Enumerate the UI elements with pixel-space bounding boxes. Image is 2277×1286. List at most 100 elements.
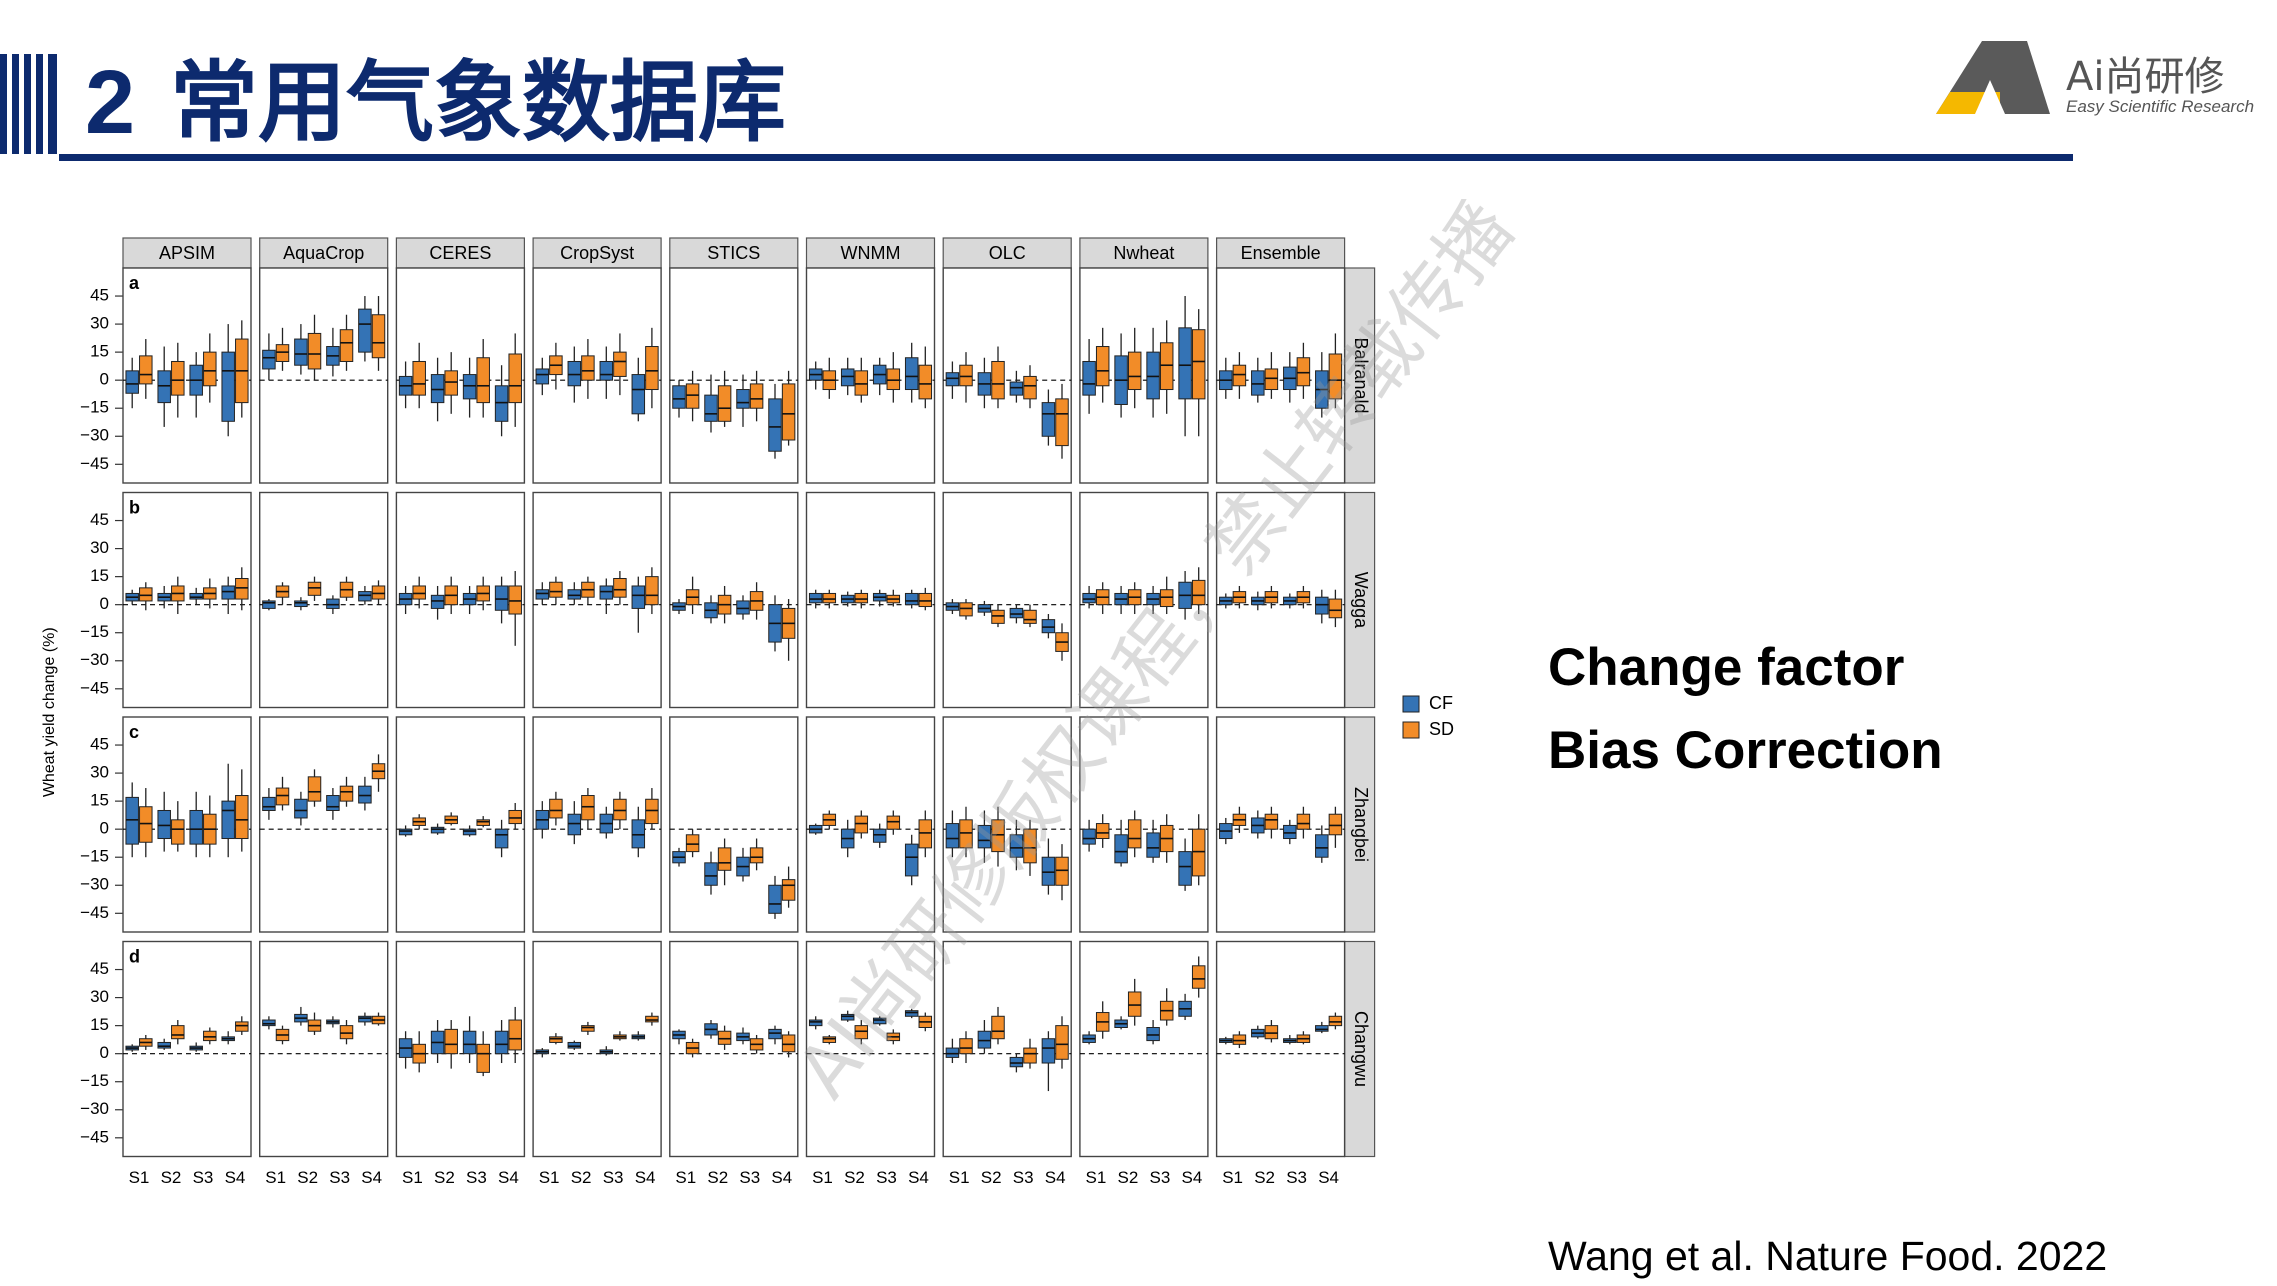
- panel: [395, 491, 526, 709]
- box: [645, 1015, 659, 1023]
- box: [977, 824, 992, 849]
- y-tick-label: 0: [100, 370, 109, 389]
- box: [139, 587, 153, 602]
- box: [1055, 856, 1069, 886]
- box: [872, 1017, 887, 1025]
- column-strip: [1215, 237, 1346, 269]
- y-tick-label: 15: [90, 791, 109, 810]
- box: [508, 585, 522, 615]
- column-label: CERES: [429, 243, 491, 263]
- box: [613, 578, 627, 598]
- box: [581, 795, 595, 821]
- box: [1009, 607, 1024, 619]
- bar: [0, 54, 7, 154]
- panel: [122, 940, 252, 1158]
- box: [358, 591, 372, 602]
- y-tick-label: −30: [80, 426, 109, 445]
- x-tick-label: S1: [1222, 1168, 1243, 1187]
- box: [1191, 828, 1206, 877]
- box: [262, 600, 276, 609]
- row-strip: [1343, 491, 1376, 709]
- box: [139, 806, 153, 843]
- box: [326, 598, 340, 609]
- box: [854, 1025, 869, 1040]
- column-strip: [395, 237, 525, 269]
- box: [886, 815, 901, 830]
- box: [904, 843, 919, 877]
- column-strip: [942, 237, 1072, 269]
- box: [1264, 368, 1279, 391]
- box: [685, 383, 700, 409]
- header-bars: [0, 54, 57, 154]
- y-tick-label: 30: [90, 538, 109, 557]
- box: [808, 592, 823, 604]
- box: [535, 589, 550, 600]
- box: [685, 834, 700, 853]
- box: [476, 819, 490, 826]
- box: [294, 600, 308, 608]
- x-tick-label: S4: [225, 1168, 246, 1187]
- section-number: 2: [85, 53, 135, 153]
- box: [1232, 364, 1247, 387]
- column-label: WNMM: [841, 243, 901, 263]
- box: [371, 585, 386, 600]
- box: [1191, 329, 1206, 400]
- panel: [805, 940, 936, 1158]
- citation: Wang et al. Nature Food. 2022: [1548, 1233, 2107, 1279]
- box: [736, 600, 750, 615]
- y-tick-label: 45: [90, 286, 109, 305]
- box: [1264, 813, 1279, 830]
- box: [704, 394, 718, 422]
- x-tick-label: S3: [603, 1168, 624, 1187]
- x-tick-label: S1: [949, 1168, 970, 1187]
- box: [462, 374, 477, 400]
- box: [749, 383, 764, 409]
- box: [631, 374, 646, 415]
- box: [991, 609, 1005, 624]
- box: [1055, 1025, 1069, 1060]
- x-tick-label: S4: [361, 1168, 382, 1187]
- box: [1191, 965, 1206, 989]
- x-tick-label: S3: [466, 1168, 487, 1187]
- y-tick-label: 45: [90, 959, 109, 978]
- box: [1127, 991, 1142, 1017]
- box: [1251, 370, 1265, 396]
- box: [991, 360, 1005, 400]
- box: [749, 847, 764, 864]
- panel: [259, 267, 389, 484]
- box: [1315, 1025, 1329, 1032]
- y-tick-label: 30: [90, 987, 109, 1006]
- box: [171, 1025, 185, 1040]
- panel: [532, 940, 662, 1158]
- logo-name: Ai尚研修: [2066, 54, 2224, 100]
- box: [567, 589, 582, 600]
- x-tick-label: S2: [434, 1168, 455, 1187]
- box: [645, 576, 659, 606]
- box: [918, 819, 933, 849]
- y-tick-label: −30: [80, 875, 109, 894]
- box: [613, 351, 627, 377]
- box: [1146, 1027, 1160, 1042]
- panel: [942, 491, 1072, 709]
- chart: APSIM AquaCrop CERES CropSyst STICS WNMM OLC Nw…: [41, 237, 1454, 1187]
- box: [358, 785, 372, 804]
- bar: [12, 54, 19, 154]
- note: Bias Correction: [1548, 721, 1943, 780]
- box: [262, 796, 276, 811]
- x-tick-label: S2: [707, 1168, 728, 1187]
- column-label: Nwheat: [1113, 243, 1174, 263]
- box: [736, 389, 750, 409]
- box: [189, 592, 203, 600]
- legend-swatch: [1402, 695, 1420, 713]
- x-tick-label: S3: [1150, 1168, 1171, 1187]
- y-tick-label: 30: [90, 763, 109, 782]
- box: [1315, 596, 1329, 615]
- row-label: Wagga: [1351, 572, 1371, 629]
- x-tick-label: S3: [739, 1168, 760, 1187]
- y-tick-label: −45: [80, 1127, 109, 1146]
- box: [959, 1038, 973, 1055]
- box: [444, 370, 458, 396]
- legend-label: SD: [1429, 719, 1454, 739]
- x-tick-label: S1: [402, 1168, 423, 1187]
